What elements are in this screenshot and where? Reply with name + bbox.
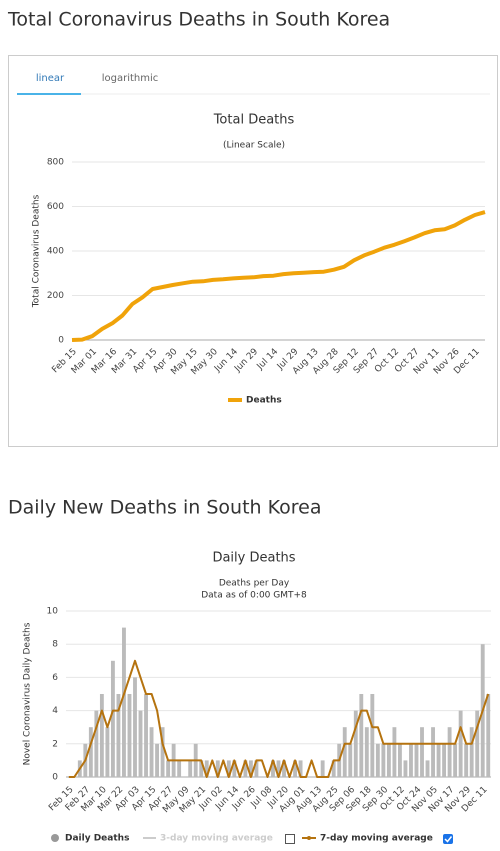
bar <box>188 760 193 777</box>
y-tick-label: 10 <box>47 607 59 617</box>
bar <box>375 743 380 777</box>
y-tick-label: 4 <box>52 706 58 716</box>
bar <box>138 710 143 777</box>
bar <box>226 760 231 777</box>
bar <box>331 760 336 777</box>
y-tick-label: 0 <box>52 773 58 783</box>
bar <box>88 727 93 777</box>
bar <box>359 694 364 777</box>
bar <box>177 760 182 777</box>
bar <box>364 727 369 777</box>
legend-swatch <box>307 836 311 840</box>
bar <box>99 694 104 777</box>
y-tick-label: 0 <box>58 336 64 346</box>
bar <box>370 694 375 777</box>
bar <box>116 694 121 777</box>
bar <box>436 743 441 777</box>
y-axis-label: Total Coronavirus Deaths <box>32 194 42 308</box>
y-tick-label: 200 <box>47 291 64 301</box>
bar <box>204 760 209 777</box>
bar <box>453 743 458 777</box>
y-tick-label: 2 <box>52 739 58 749</box>
y-tick-label: 800 <box>47 158 64 168</box>
line <box>71 210 486 342</box>
bar <box>447 727 452 777</box>
chart-note: Data as of 0:00 GMT+8 <box>201 591 307 601</box>
bar <box>469 727 474 777</box>
checkbox[interactable] <box>443 834 453 844</box>
bar <box>342 727 347 777</box>
bar <box>166 760 171 777</box>
tab[interactable]: linear <box>36 73 65 84</box>
bar <box>94 710 99 777</box>
bar <box>248 760 253 777</box>
bar <box>254 760 259 777</box>
bar <box>122 627 126 777</box>
bar <box>486 694 491 777</box>
bar <box>149 727 154 777</box>
bar <box>133 677 137 777</box>
bar <box>392 727 397 777</box>
y-axis-label: Novel Coronavirus Daily Deaths <box>23 622 33 765</box>
y-tick-label: 6 <box>52 673 58 683</box>
bar <box>420 727 424 777</box>
bar <box>409 743 413 777</box>
bar <box>160 727 165 777</box>
legend-label[interactable]: 3-day moving average <box>160 834 273 844</box>
bar <box>320 760 325 777</box>
y-tick-label: 8 <box>52 640 58 650</box>
bar <box>271 760 275 777</box>
chart-subtitle: (Linear Scale) <box>223 141 285 151</box>
bar <box>353 710 358 777</box>
y-tick-label: 600 <box>47 202 64 212</box>
bar <box>110 660 115 777</box>
bar <box>431 727 435 777</box>
bar <box>155 743 160 777</box>
heading: Total Coronavirus Deaths in South Korea <box>7 9 390 31</box>
bar <box>215 760 220 777</box>
bar <box>442 743 447 777</box>
legend-label[interactable]: 7-day moving average <box>320 834 433 844</box>
chart-title: Daily Deaths <box>212 551 295 566</box>
bar <box>276 760 281 777</box>
bar <box>105 727 110 777</box>
legend-swatch <box>51 834 59 842</box>
bar <box>282 760 286 777</box>
heading: Daily New Deaths in South Korea <box>8 497 321 519</box>
bar <box>464 743 469 777</box>
bar <box>475 710 480 777</box>
bar <box>232 760 237 777</box>
y-tick-label: 400 <box>47 247 64 257</box>
bar <box>458 710 463 777</box>
line <box>68 659 490 778</box>
chart-subtitle: Deaths per Day <box>219 579 290 589</box>
bar <box>397 743 402 777</box>
bar <box>144 694 148 777</box>
legend-label[interactable]: Deaths <box>246 396 282 406</box>
bar <box>293 760 297 777</box>
checkbox[interactable] <box>285 834 295 844</box>
bar <box>381 743 386 777</box>
bar <box>403 760 408 777</box>
chart-title: Total Deaths <box>213 113 295 128</box>
bar <box>199 760 204 777</box>
bar <box>243 760 248 777</box>
bar <box>127 694 132 777</box>
bar <box>425 760 430 777</box>
bar <box>386 743 391 777</box>
bar <box>348 743 353 777</box>
bar <box>414 743 419 777</box>
bar <box>298 760 303 777</box>
legend-label[interactable]: Daily Deaths <box>65 834 129 844</box>
tab[interactable]: logarithmic <box>102 73 159 84</box>
checkmark <box>444 836 453 843</box>
